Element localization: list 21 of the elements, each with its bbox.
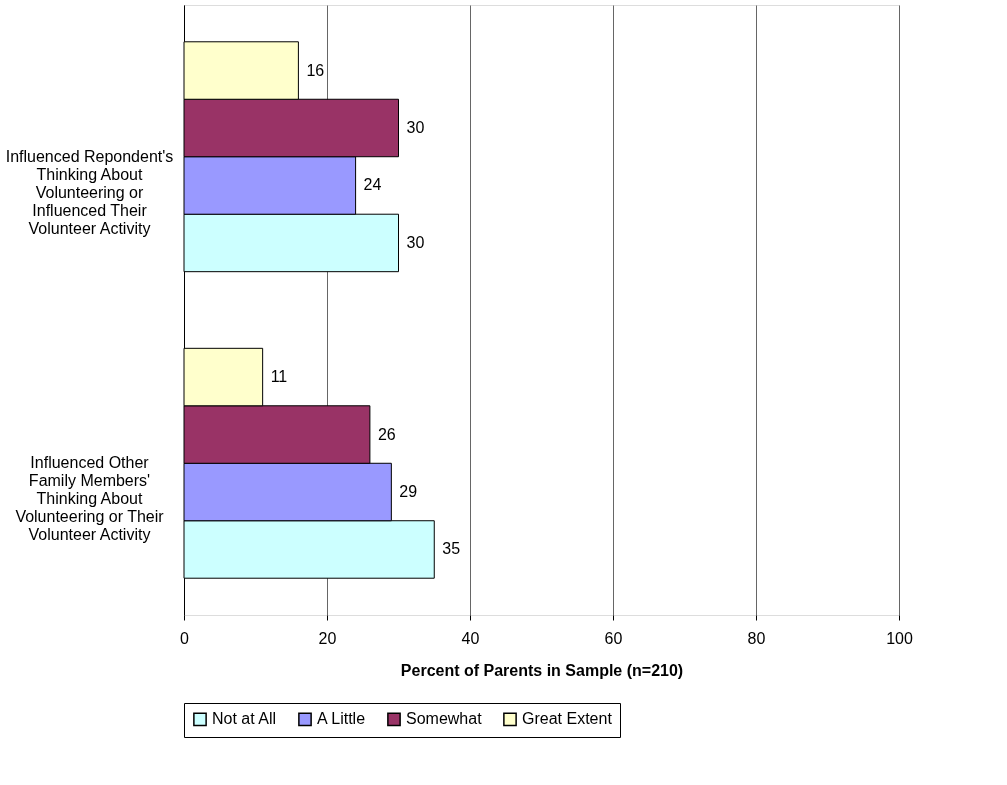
data-label: 11 bbox=[270, 368, 288, 386]
x-tick-label: 80 bbox=[747, 629, 766, 647]
legend-label: Great Extent bbox=[522, 710, 613, 728]
x-tick-label: 60 bbox=[604, 629, 623, 647]
data-label: 35 bbox=[442, 540, 461, 558]
x-tick-label: 100 bbox=[886, 629, 913, 647]
legend-label: Somewhat bbox=[406, 710, 483, 728]
x-tick-label: 0 bbox=[180, 629, 190, 647]
y-tick-label: Influenced Repondent's Thinking About Volunteering or Influenced Their Volunteer Activity bbox=[5, 147, 174, 237]
legend-label: A Little bbox=[317, 710, 366, 728]
legend-label: Not at All bbox=[212, 710, 277, 728]
data-label: 30 bbox=[406, 233, 425, 251]
x-tick-label: 20 bbox=[318, 629, 337, 647]
data-label: 29 bbox=[399, 483, 418, 500]
data-label: 16 bbox=[306, 61, 325, 79]
x-tick-label: 40 bbox=[461, 629, 480, 647]
data-label: 26 bbox=[377, 425, 396, 443]
data-label: 24 bbox=[363, 176, 382, 194]
data-label: 30 bbox=[406, 119, 425, 136]
y-tick-label: Influenced Other Family Members' Thinking About Volunteering or Their Volunteer Activity bbox=[15, 454, 165, 544]
x-axis-title: Percent of Parents in Sample (n=210) bbox=[400, 661, 684, 679]
